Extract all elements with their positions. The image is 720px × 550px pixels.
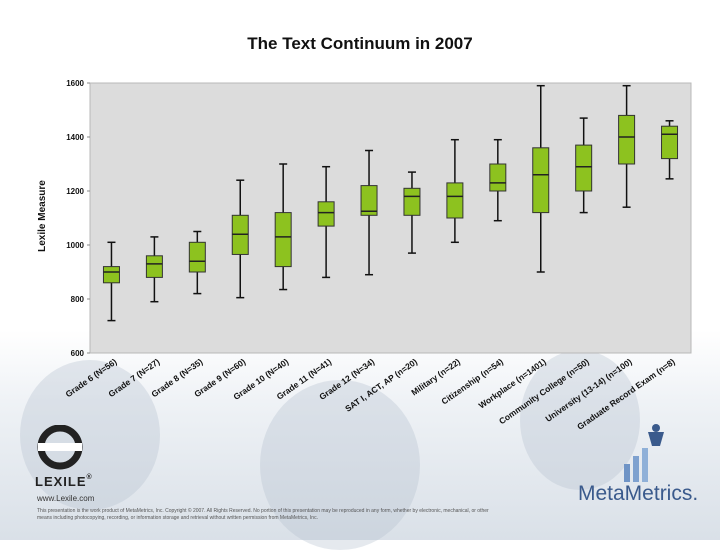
lexile-ring-cut [38,443,82,451]
y-tick-label: 600 [71,349,85,358]
registered-mark: ® [86,474,93,481]
lexile-logo [37,425,83,470]
chart-title: The Text Continuum in 2007 [247,34,473,53]
y-tick-label: 1600 [66,79,84,88]
y-axis-label: Lexile Measure [37,180,48,252]
lexile-wordmark-text: LEXILE [35,474,87,489]
box [102,266,120,284]
metametrics-logo-mark [624,424,664,482]
box [575,144,593,192]
metametrics-wordmark-text: MetaMetrics [578,482,693,505]
y-tick-label: 1000 [66,241,84,250]
box [188,241,206,273]
box [618,114,636,165]
box [317,201,335,227]
y-tick-label: 1200 [66,187,84,196]
box [403,187,421,216]
box [446,182,464,219]
logo-figure-head [652,424,660,432]
background-shape [520,350,640,490]
background-shape [260,380,420,550]
plot-area [89,82,692,354]
background-photo [0,330,720,540]
logo-bar [624,464,630,482]
box [489,163,507,192]
x-category-label: SAT I, ACT, AP (n=20) [343,356,419,413]
metametrics-wordmark: MetaMetrics. [578,482,698,506]
box [661,125,679,160]
lexile-wordmark: LEXILE® [35,474,93,489]
logo-figure-body [648,432,664,446]
box [274,212,292,268]
logo-bar [642,448,648,482]
y-tick-label: 800 [71,295,85,304]
box [360,185,378,216]
footer-copyright: This presentation is the work product of… [37,508,489,521]
footer-url: www.Lexile.com [37,494,95,503]
logo-bar [633,456,639,482]
y-tick-label: 1400 [66,133,84,142]
metametrics-wordmark-dot: . [692,482,699,505]
box [145,255,163,278]
box [532,147,550,214]
